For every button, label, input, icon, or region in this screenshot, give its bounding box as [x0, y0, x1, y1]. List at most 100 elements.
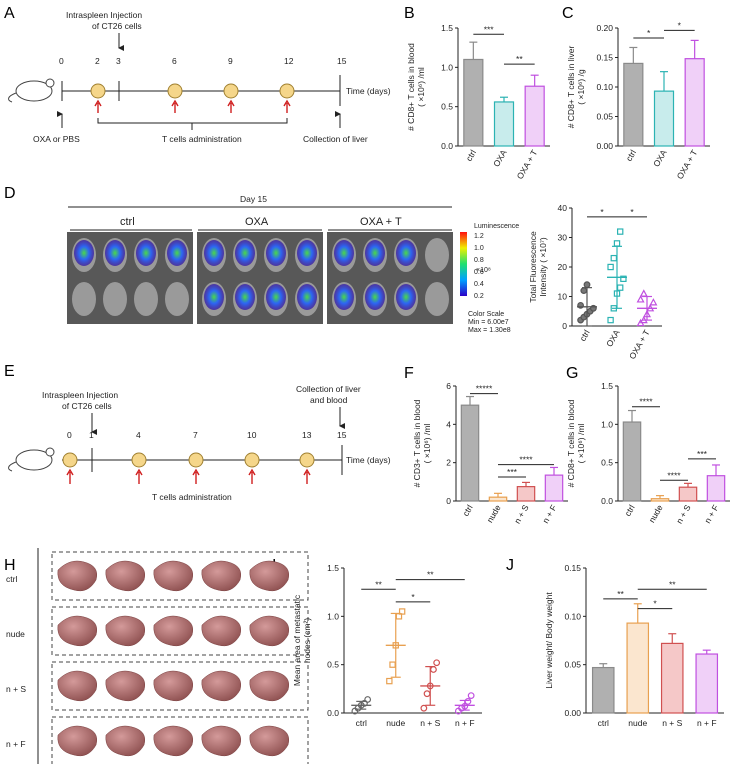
x-tick-label: n + F [455, 718, 475, 728]
h-liver-image [57, 615, 97, 647]
y-tick-label: 2 [446, 458, 451, 468]
significance-stars: ** [669, 579, 676, 589]
e-time-label: Time (days) [346, 455, 391, 465]
y-tick-label: 0.15 [596, 53, 613, 63]
significance-stars: *** [484, 24, 495, 34]
y-tick-label: 20 [558, 262, 568, 272]
y-tick-label: 0.05 [564, 660, 581, 670]
y-tick-label: 0.05 [596, 112, 613, 122]
d-scale-footer-2: Min = 6.00e7 [468, 319, 509, 326]
a-day-2: 2 [95, 56, 100, 66]
y-axis-label: ( ×10⁶) /g [576, 69, 586, 105]
x-tick-label: ctrl [464, 148, 478, 163]
bar [544, 474, 564, 502]
h-liver-image [153, 615, 193, 647]
d-scale-tick: 0.4 [474, 281, 484, 288]
y-tick-label: 0.10 [596, 82, 613, 92]
d-luminescence-spot [297, 284, 317, 310]
y-tick-label: 40 [558, 203, 568, 213]
y-tick-label: 0.15 [564, 563, 581, 573]
bar [622, 421, 642, 502]
y-axis-label: # CD3+ T cells in blood [412, 399, 422, 487]
x-tick-label: OXA [491, 148, 509, 169]
data-point [386, 677, 393, 685]
h-liver-image [57, 670, 97, 702]
data-point [636, 295, 645, 303]
chart-d-scatter: 0 10 20 30 40 Total Fluorescence Intensity ( ×… [528, 203, 662, 361]
significance-stars: * [653, 599, 657, 609]
significance-stars: **** [519, 455, 533, 465]
y-tick-label: 1.0 [601, 419, 613, 429]
h-row-label: n + S [6, 684, 26, 694]
x-tick-label: ctrl [624, 148, 638, 163]
d-scale-footer-1: Color Scale [468, 311, 504, 318]
y-tick-label: 0 [446, 496, 451, 506]
x-tick-label: OXA [651, 148, 669, 169]
y-tick-label: 0.00 [596, 141, 613, 151]
d-luminescence-spot [74, 240, 94, 266]
h-row-box [51, 551, 309, 601]
x-tick-label: n + F [540, 503, 558, 525]
x-tick-label: ctrl [577, 328, 591, 343]
y-tick-label: 0.00 [564, 708, 581, 718]
a-collect-label: Collection of liver [303, 134, 368, 144]
significance-stars: * [678, 20, 682, 30]
significance-stars: ** [617, 589, 624, 599]
e-day-0: 0 [67, 430, 72, 440]
a-tcell-bracket [97, 118, 288, 124]
y-tick-label: 30 [558, 233, 568, 243]
h-liver-image [249, 670, 289, 702]
significance-stars: **** [667, 470, 681, 480]
d-luminescence-spot [136, 240, 156, 266]
e-tcell-arrow [303, 468, 311, 484]
mouse-icon [8, 78, 55, 103]
y-tick-label: 0.20 [596, 23, 613, 33]
panel-label-f: F [404, 365, 414, 382]
a-tcell-arrow [171, 99, 179, 113]
e-dose-dot [131, 452, 147, 468]
d-luminescence-spot [235, 240, 255, 266]
y-axis-label: Liver weight/ Body weight [544, 592, 554, 689]
h-liver-image [201, 560, 241, 592]
bar [524, 85, 545, 147]
e-collect-line1: Collection of liver [296, 384, 361, 394]
h-liver-image [249, 560, 289, 592]
bar [695, 653, 719, 714]
h-row-label: ctrl [6, 574, 17, 584]
h-row-label: nude [6, 629, 25, 639]
d-luminescence-spot [204, 240, 224, 266]
x-tick-label: n + S [674, 503, 693, 526]
significance-stars: ** [427, 570, 434, 580]
panel-label-e: E [4, 363, 15, 380]
h-liver-image [57, 725, 97, 757]
mouse-icon-e [8, 447, 55, 472]
bar [626, 622, 650, 714]
e-tcell-label: T cells administration [152, 492, 232, 502]
bar [650, 498, 670, 502]
significance-stars: * [630, 207, 634, 217]
x-tick-label: ctrl [622, 503, 636, 518]
x-tick-label: OXA + T [627, 328, 652, 361]
h-liver-image [105, 725, 145, 757]
d-luminescence-spot [235, 284, 255, 310]
x-tick-label: ctrl [356, 718, 367, 728]
panel-a: A Intraspleen Injection of CT26 cells 0 2… [4, 5, 391, 144]
y-axis-label: nodes (cm²) [302, 618, 312, 664]
d-luminescence-spot [297, 240, 317, 266]
data-point [610, 254, 618, 262]
d-scale-unit: ×10⁸ [476, 267, 491, 274]
y-tick-label: 10 [558, 292, 568, 302]
bar [660, 642, 684, 714]
y-tick-label: 0.0 [327, 708, 339, 718]
a-day-6: 6 [172, 56, 177, 66]
e-dose-dot [244, 452, 260, 468]
bar [516, 486, 536, 502]
a-day-3: 3 [116, 56, 121, 66]
bar [653, 90, 675, 147]
significance-stars: *** [507, 467, 518, 477]
a-dose-dot [223, 83, 239, 99]
y-tick-label: 1.5 [441, 23, 453, 33]
h-row-box [51, 661, 309, 711]
e-collect-line2: and blood [310, 395, 348, 405]
d-day-label: Day 15 [240, 194, 267, 204]
